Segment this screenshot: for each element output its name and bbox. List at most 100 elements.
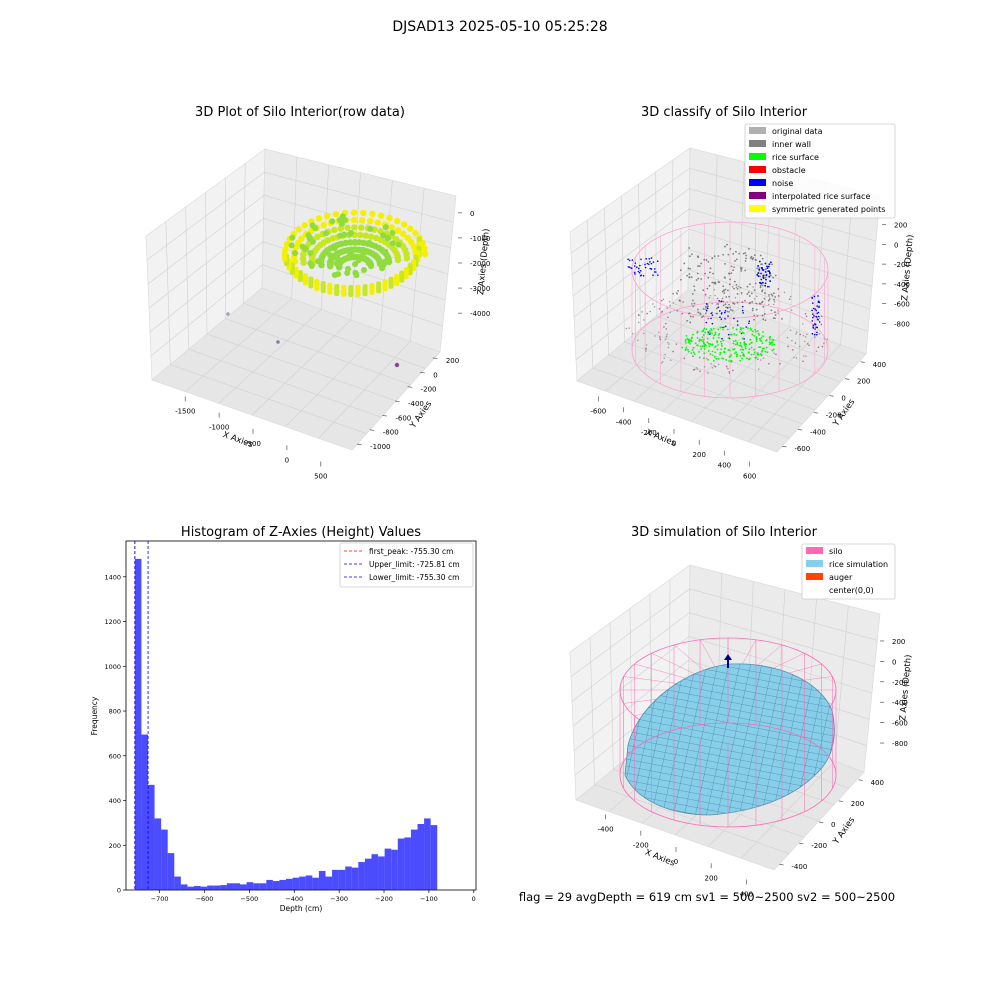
noise-point [640,258,642,260]
wall-point [749,295,751,297]
histogram-bar [325,877,332,890]
rice-point [717,328,719,330]
wall-point [704,273,706,275]
wall-point [762,258,764,260]
wall-point [706,259,708,261]
legend-swatch [806,547,823,554]
legend-label: symmetric generated points [772,205,885,214]
histogram-bar [266,880,273,890]
original-point [726,366,728,368]
data-point [369,211,375,217]
legend-box [745,124,895,218]
original-point [665,328,667,330]
noise-point [725,310,727,312]
data-point [390,230,396,236]
noise-point [811,320,813,322]
noise-point [760,279,762,281]
noise-point [742,306,744,308]
noise-point [816,334,818,336]
data-point [324,213,330,219]
data-point [382,258,388,264]
rice-point [729,355,731,357]
histogram-ylabel: Frequency [90,696,99,735]
original-point [697,369,699,371]
data-point [303,273,308,285]
data-point [307,250,313,256]
wall-point [722,285,724,287]
rice-point [733,343,735,345]
rice-point [748,359,750,361]
legend-swatch [806,560,823,567]
original-point [714,295,716,297]
original-point [805,355,807,357]
original-point [665,323,667,325]
histogram-bar [411,830,418,890]
histogram-bar [155,818,162,890]
original-point [777,313,779,315]
rice-point [687,349,689,351]
original-point [669,305,671,307]
histogram-bar [365,859,372,890]
data-point [351,224,357,230]
original-point [649,311,651,313]
legend-label: inner wall [772,140,811,149]
rice-point [759,339,761,341]
data-point [351,217,357,223]
original-point [795,342,797,344]
wall-point [752,310,754,312]
data-point [335,271,341,277]
noise-point [644,264,646,266]
legend-label: noise [772,179,793,188]
legend-label: Lower_limit: -755.30 cm [369,573,459,582]
rice-point [697,337,699,339]
histogram-title: Histogram of Z-Axies (Height) Values [181,525,421,540]
wall-point [712,273,714,275]
wall-point [755,259,757,261]
wall-point [758,267,760,269]
noise-point [657,274,659,276]
data-point [421,245,427,251]
wall-point [689,268,691,270]
noise-point [768,266,770,268]
tick-label: 0 [831,821,835,829]
rice-point [721,358,723,360]
original-point [661,300,663,302]
rice-point [713,328,715,330]
rice-point [737,354,739,356]
noise-point [819,321,821,323]
panel-simulation: 3D simulation of Silo Interior -400-2000… [560,525,914,899]
original-point [712,367,714,369]
data-point [327,252,333,258]
original-point [758,368,760,370]
wall-point [770,275,772,277]
rice-point [749,343,751,345]
histogram-bar [312,878,319,890]
rice-point [704,332,706,334]
wall-point [775,314,777,316]
original-point [710,295,712,297]
wall-point [734,281,736,283]
wall-point [710,267,712,269]
rice-point [747,327,749,329]
original-point [691,303,693,305]
wall-point [717,255,719,257]
rice-point [735,340,737,342]
data-point [383,224,389,230]
rice-point [745,343,747,345]
tick-label: -600 [794,445,810,453]
tick-label: -600 [590,407,606,415]
noise-point [640,275,642,277]
rice-point [692,334,694,336]
rice-point [719,354,721,356]
noise-point [757,272,759,274]
noise-point [648,263,650,265]
tick-mark [370,430,375,431]
rice-point [763,347,765,349]
noise-point [817,319,819,321]
data-point [295,226,301,232]
rice-point [727,329,729,331]
tick-label: -4000 [470,310,490,318]
histogram-bar [345,867,352,890]
data-point [389,224,395,230]
original-point [654,306,656,308]
